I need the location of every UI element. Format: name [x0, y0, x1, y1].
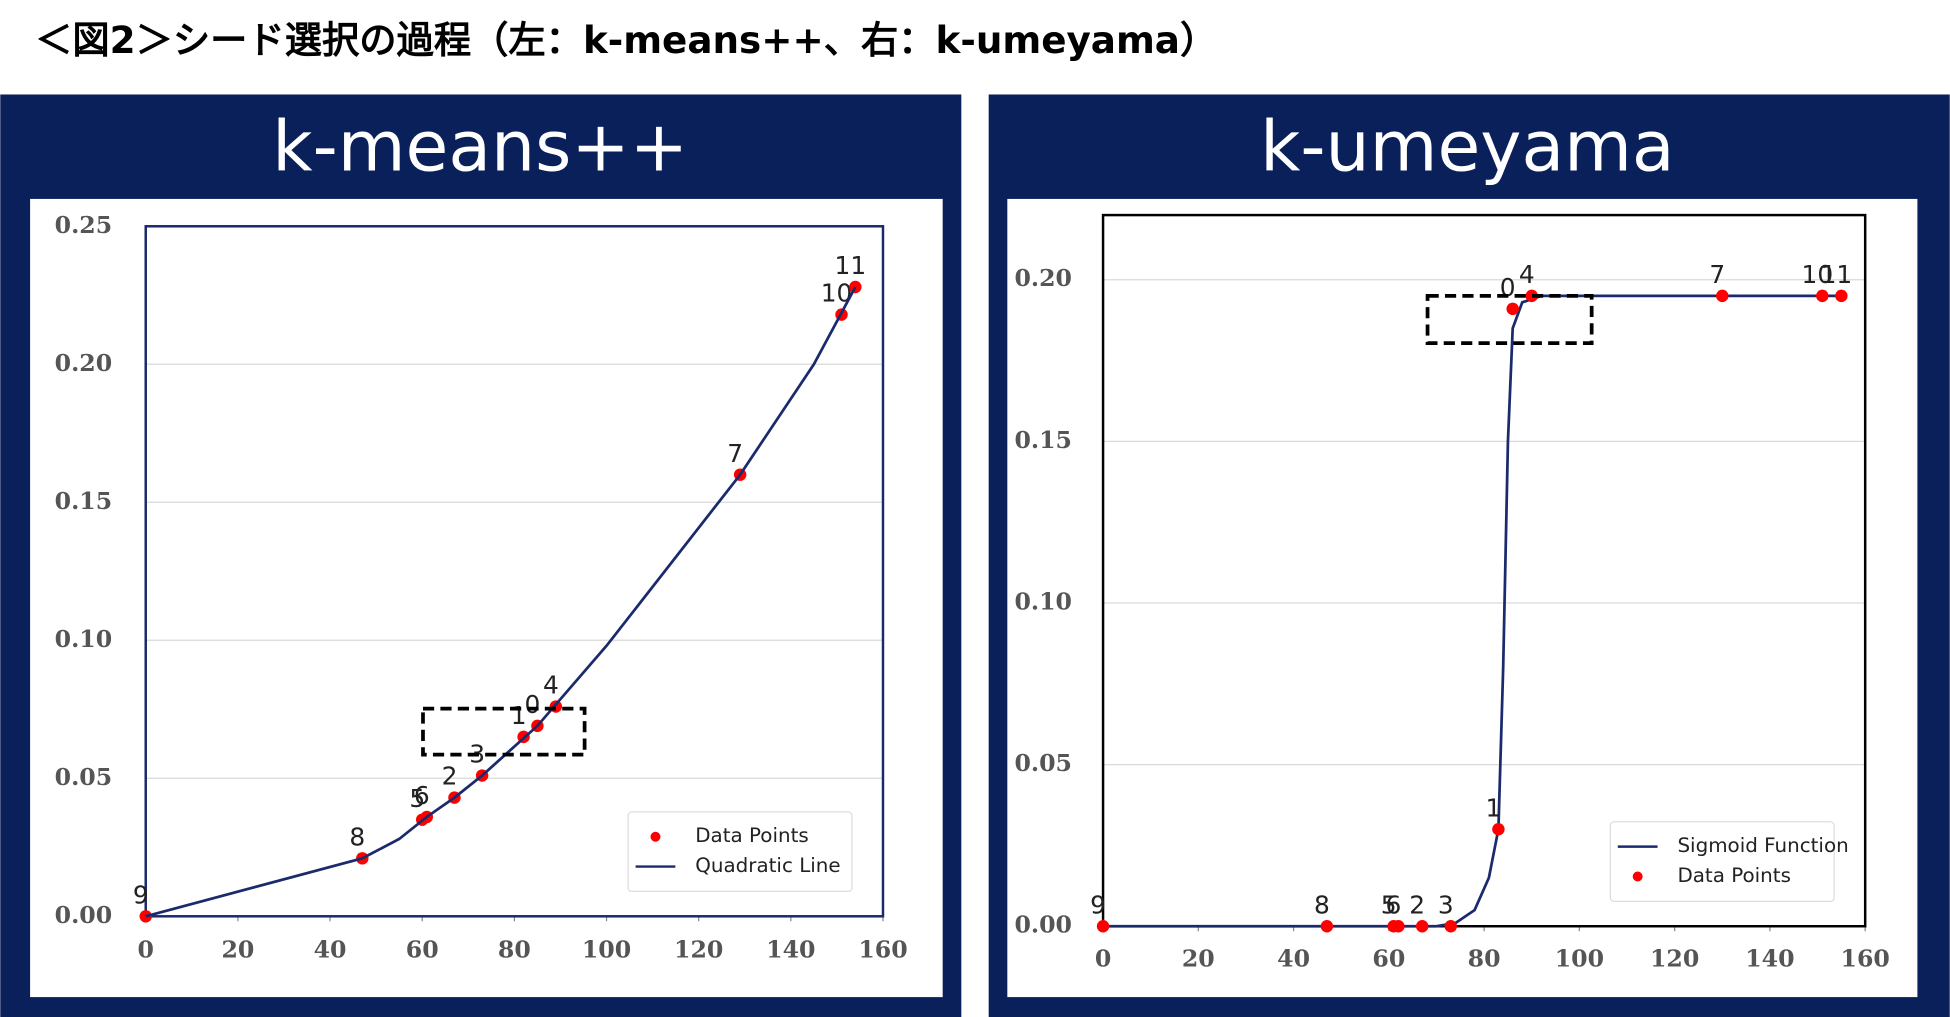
- point-label: 1: [511, 701, 527, 730]
- data-point: [1492, 823, 1505, 836]
- y-tick-label: 0.10: [1014, 587, 1072, 615]
- point-label: 6: [1385, 890, 1401, 919]
- legend-label: Data Points: [1677, 864, 1790, 887]
- x-tick-label: 160: [1841, 944, 1890, 972]
- y-tick-label: 0.15: [55, 487, 113, 515]
- legend-label: Sigmoid Function: [1677, 834, 1848, 857]
- point-label: 2: [1409, 890, 1425, 919]
- legend-box: [1609, 821, 1835, 902]
- legend-box: [627, 811, 853, 893]
- point-label: 9: [133, 880, 149, 909]
- x-tick-label: 40: [1277, 944, 1310, 972]
- data-point: [1392, 920, 1405, 933]
- point-label: 8: [1314, 890, 1330, 919]
- data-point: [139, 910, 152, 923]
- chart: k-means++0.000.050.100.150.200.250 20 40 60…: [55, 107, 908, 964]
- point-label: 11: [1821, 260, 1853, 289]
- point-label: 10: [1802, 260, 1834, 289]
- x-tick-label: 140: [766, 936, 815, 964]
- point-label: 4: [543, 671, 559, 700]
- y-tick-label: 0.20: [55, 349, 113, 377]
- y-tick-label: 0.10: [55, 625, 113, 653]
- legend-swatch: [1632, 871, 1643, 882]
- x-tick-label: 60: [1372, 944, 1405, 972]
- x-tick-label: 80: [1468, 944, 1501, 972]
- point-label: 5: [1381, 890, 1397, 919]
- point-label: 8: [349, 822, 365, 851]
- point-label: 0: [525, 690, 541, 719]
- x-tick-label: 20: [1182, 944, 1215, 972]
- x-tick-label: 80: [498, 936, 531, 964]
- data-point: [1525, 289, 1538, 303]
- highlight-box: [421, 706, 587, 757]
- legend-swatch: [650, 831, 661, 842]
- y-tick-label: 0.00: [1014, 911, 1072, 939]
- plot-frame: [1101, 213, 1867, 928]
- chart-title: k-means++: [272, 107, 688, 188]
- x-tick-label: 120: [674, 936, 723, 964]
- point-label: 9: [1090, 890, 1106, 919]
- point-label: 5: [409, 784, 425, 813]
- page-title: ＜図2＞シード選択の過程（左：k-means++、右：k-umeyama）: [35, 18, 1217, 62]
- chart: k-umeyama 0.00 0.05 0.10 0.15 0.20 0 20 40 60 80 10…: [1014, 107, 1889, 973]
- plot-frame: [144, 225, 885, 918]
- data-point: [1444, 920, 1457, 933]
- y-tick-label: 0.05: [55, 763, 113, 791]
- data-point: [1415, 920, 1429, 933]
- x-tick-label: 0: [138, 936, 154, 964]
- x-tick-label: 0: [1095, 944, 1111, 972]
- x-tick-label: 40: [314, 936, 347, 964]
- x-tick-label: 100: [1555, 944, 1604, 972]
- x-tick-label: 60: [406, 936, 439, 964]
- x-tick-label: 140: [1745, 944, 1794, 972]
- x-tick-label: 120: [1650, 944, 1699, 972]
- point-label: 2: [442, 762, 458, 791]
- data-point: [1816, 289, 1829, 303]
- y-tick-label: 0.15: [1014, 426, 1072, 454]
- data-point: [1506, 302, 1519, 316]
- data-point: [1096, 920, 1110, 933]
- point-label: 1: [1486, 793, 1502, 822]
- point-label: 11: [835, 251, 867, 280]
- point-label: 4: [1519, 260, 1535, 289]
- y-tick-label: 0.25: [55, 211, 113, 239]
- point-label: 7: [1709, 260, 1725, 289]
- data-point: [1835, 289, 1848, 303]
- legend-label: Quadratic Line: [695, 854, 840, 877]
- x-tick-label: 100: [582, 936, 631, 964]
- data-point: [1716, 289, 1729, 303]
- point-label: 6: [414, 781, 430, 810]
- point-label: 3: [1438, 890, 1454, 919]
- point-label: 7: [727, 439, 743, 468]
- curve: [145, 286, 857, 918]
- chart-title: k-umeyama: [1260, 107, 1675, 188]
- data-point: [1320, 920, 1334, 933]
- y-tick-label: 0.20: [1014, 264, 1072, 292]
- legend-label: Data Points: [695, 824, 808, 847]
- y-tick-label: 0.05: [1014, 749, 1072, 777]
- y-tick-label: 0.00: [55, 901, 113, 929]
- x-tick-label: 20: [221, 936, 254, 964]
- x-tick-label: 160: [858, 936, 907, 964]
